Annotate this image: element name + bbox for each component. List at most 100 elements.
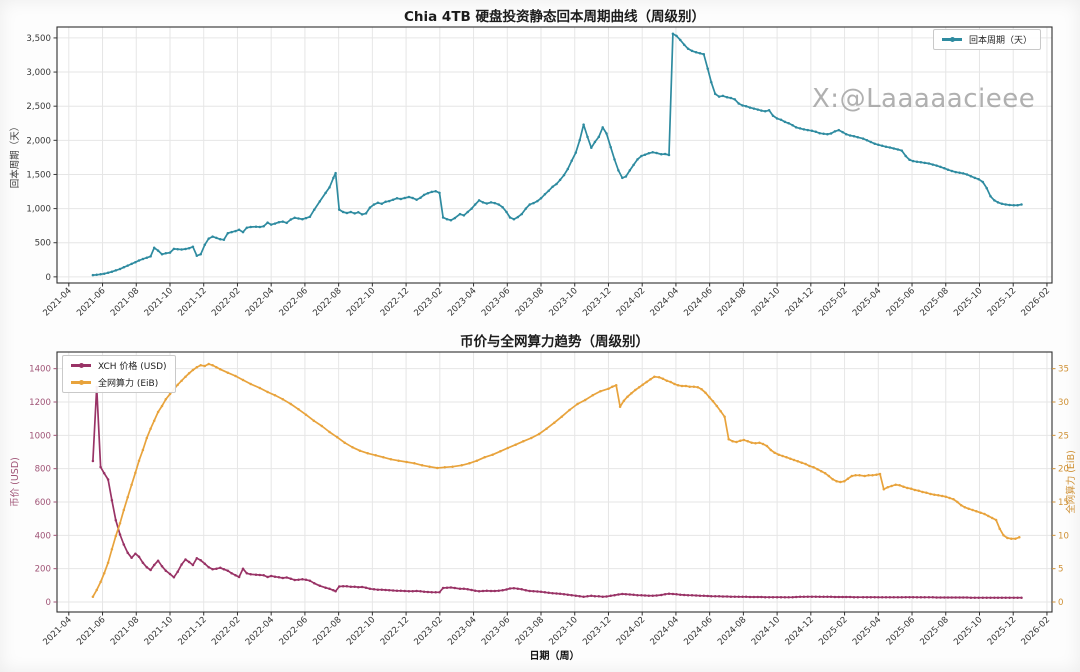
x-tick-label: 2025-12 [986, 286, 1018, 318]
series-marker [497, 589, 500, 592]
series-marker [555, 592, 558, 595]
series-marker [281, 398, 285, 401]
series-marker [118, 533, 122, 536]
y-tick-label-right: 0 [1058, 598, 1063, 608]
series-marker [810, 129, 814, 133]
series-marker [318, 584, 322, 588]
series-marker [869, 140, 873, 144]
series-marker [301, 217, 304, 221]
series-marker [160, 565, 164, 568]
series-marker [345, 211, 349, 215]
series-marker [524, 589, 528, 592]
series-marker [586, 135, 589, 139]
series-marker [387, 588, 391, 592]
series-marker [372, 203, 376, 206]
series-marker [839, 480, 842, 484]
series-marker [141, 448, 145, 452]
series-marker [514, 443, 517, 446]
series-marker [184, 247, 187, 251]
series-marker [981, 596, 985, 599]
series-marker [987, 514, 990, 518]
series-marker [195, 366, 199, 369]
series-marker [493, 589, 497, 593]
series-marker [110, 548, 114, 551]
series-marker [599, 390, 602, 393]
series-marker [403, 196, 406, 200]
series-marker [622, 399, 626, 402]
series-marker [737, 102, 740, 105]
series-marker [207, 237, 210, 240]
y-tick-label-left: 3,500 [26, 34, 51, 44]
series-marker [927, 596, 931, 599]
series-marker [794, 126, 798, 129]
series-marker [719, 410, 722, 413]
series-marker [99, 465, 102, 469]
series-marker [566, 593, 570, 596]
series-marker [643, 153, 647, 156]
series-marker [950, 169, 954, 173]
series-marker [863, 474, 866, 478]
series-marker [779, 118, 783, 122]
y-tick-label-right: 15 [1058, 498, 1069, 508]
series-marker [717, 595, 721, 598]
series-marker [621, 592, 624, 596]
series-marker [869, 595, 873, 599]
series-marker [946, 596, 950, 599]
x-tick-label: 2025-12 [986, 615, 1018, 647]
series-marker [875, 473, 878, 476]
series-marker [721, 595, 725, 598]
series-marker [176, 247, 179, 251]
series-marker [1010, 537, 1013, 540]
x-tick-label: 2022-06 [278, 286, 310, 318]
series-marker [781, 454, 784, 458]
series-marker [752, 107, 756, 110]
series-marker [345, 585, 349, 588]
price-hashrate-chart-title: 币价与全网算力趋势（周级别） [460, 334, 649, 350]
series-marker [372, 588, 376, 591]
y-tick-label-left: 1400 [29, 365, 51, 375]
series-marker [850, 474, 854, 478]
series-marker [660, 153, 663, 156]
payback-y-axis-label: 回本周期（天） [10, 121, 21, 189]
x-tick-label: 2022-04 [244, 286, 276, 318]
series-marker [130, 262, 133, 266]
series-marker [130, 483, 133, 486]
series-marker [921, 490, 924, 494]
series-marker [940, 494, 944, 498]
series-marker [789, 457, 792, 460]
series-marker [475, 459, 479, 462]
payback-legend: 回本周期（天） [933, 29, 1042, 50]
y-tick-label-left: 0 [46, 598, 51, 608]
series-marker [958, 171, 961, 174]
series-marker [792, 458, 796, 462]
series-marker [645, 380, 648, 384]
series-marker [126, 264, 129, 267]
series-marker [744, 104, 748, 108]
series-marker [748, 106, 752, 109]
series-marker [760, 595, 763, 599]
series-marker [607, 387, 610, 390]
series-marker [176, 570, 179, 573]
series-marker [733, 98, 737, 101]
series-marker [601, 126, 604, 129]
series-marker [775, 595, 779, 599]
series-marker [551, 185, 554, 188]
x-tick-label: 2022-04 [244, 615, 276, 647]
series-marker [334, 171, 337, 175]
series-marker [925, 491, 928, 494]
series-marker [387, 199, 391, 203]
series-marker [977, 177, 980, 181]
series-marker [871, 474, 874, 477]
series-marker [195, 557, 199, 560]
series-marker [943, 167, 946, 170]
series-marker [324, 191, 327, 195]
series-marker [990, 516, 994, 520]
series-marker [277, 220, 281, 224]
series-marker [168, 572, 172, 576]
series-marker [657, 376, 661, 379]
series-marker [449, 218, 453, 222]
series-marker [867, 474, 870, 477]
series-marker [977, 596, 980, 599]
series-marker [843, 480, 846, 483]
series-marker [106, 271, 110, 275]
